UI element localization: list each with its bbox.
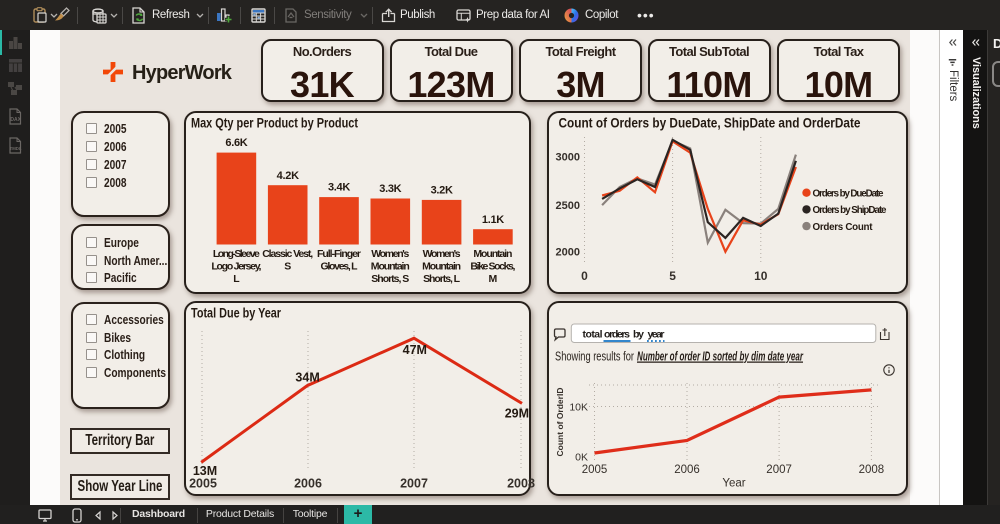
svg-text:Shorts, S: Shorts, S — [371, 273, 409, 285]
svg-text:Women's: Women's — [423, 248, 461, 260]
svg-text:Orders by ShipDate: Orders by ShipDate — [812, 205, 887, 216]
svg-text:Count of Orders by DueDate, Sh: Count of Orders by DueDate, ShipDate and… — [558, 115, 860, 130]
svg-text:Full-Finger: Full-Finger — [317, 248, 361, 260]
svg-text:total: total — [582, 329, 602, 341]
svg-text:year: year — [647, 329, 664, 341]
svg-text:Shorts, L: Shorts, L — [423, 273, 461, 285]
svg-text:0: 0 — [581, 269, 588, 283]
svg-text:3.2K: 3.2K — [431, 184, 453, 196]
svg-text:29M: 29M — [505, 407, 529, 421]
svg-text:34M: 34M — [295, 371, 319, 385]
svg-text:by: by — [633, 329, 644, 341]
svg-text:M: M — [489, 273, 498, 285]
svg-text:Logo Jersey,: Logo Jersey, — [211, 260, 261, 272]
svg-text:2006: 2006 — [294, 477, 322, 491]
svg-text:Count of OrderID: Count of OrderID — [555, 388, 565, 457]
svg-text:Bike Socks,: Bike Socks, — [470, 260, 515, 272]
svg-text:Showing results for: Showing results for — [555, 350, 634, 364]
svg-text:Long-Sleeve: Long-Sleeve — [213, 248, 260, 260]
svg-text:3.4K: 3.4K — [328, 181, 350, 193]
svg-text:3000: 3000 — [555, 151, 579, 163]
svg-text:47M: 47M — [403, 343, 427, 357]
svg-text:Gloves, L: Gloves, L — [321, 260, 359, 272]
svg-text:DAX: DAX — [10, 117, 21, 123]
svg-text:S: S — [284, 260, 291, 272]
svg-text:4.2K: 4.2K — [277, 169, 299, 181]
svg-text:13M: 13M — [193, 464, 217, 478]
svg-text:Number of order ID sorted by d: Number of order ID sorted by dim date ye… — [637, 350, 804, 364]
svg-text:Mountain: Mountain — [422, 260, 461, 272]
svg-text:2007: 2007 — [766, 464, 792, 476]
svg-text:Max Qty per Product by Product: Max Qty per Product by Product — [191, 115, 358, 130]
svg-text:Classic Vest,: Classic Vest, — [262, 248, 313, 260]
svg-text:Mountain: Mountain — [473, 248, 512, 260]
svg-text:2500: 2500 — [555, 200, 579, 212]
svg-text:orders: orders — [604, 329, 630, 341]
svg-text:6.6K: 6.6K — [225, 137, 247, 149]
svg-text:2005: 2005 — [581, 464, 607, 476]
svg-text:Total Due by Year: Total Due by Year — [191, 306, 282, 321]
svg-text:2006: 2006 — [674, 464, 700, 476]
svg-text:2007: 2007 — [400, 477, 428, 491]
svg-text:Orders by DueDate: Orders by DueDate — [812, 188, 884, 199]
svg-text:2008: 2008 — [858, 464, 884, 476]
svg-text:Year: Year — [722, 478, 745, 490]
svg-text:1.1K: 1.1K — [482, 213, 504, 225]
svg-text:Women's: Women's — [371, 248, 409, 260]
svg-text:10: 10 — [754, 269, 768, 283]
svg-text:L: L — [233, 273, 240, 285]
svg-text:3.3K: 3.3K — [379, 183, 401, 195]
svg-text:TMDL: TMDL — [10, 146, 22, 151]
svg-text:2008: 2008 — [507, 477, 535, 491]
svg-text:2000: 2000 — [555, 246, 579, 258]
svg-text:2005: 2005 — [189, 477, 217, 491]
svg-text:10K: 10K — [569, 402, 588, 414]
svg-text:Mountain: Mountain — [371, 260, 410, 272]
svg-text:5: 5 — [669, 269, 676, 283]
svg-text:0K: 0K — [575, 452, 588, 464]
svg-text:Orders Count: Orders Count — [812, 221, 873, 232]
